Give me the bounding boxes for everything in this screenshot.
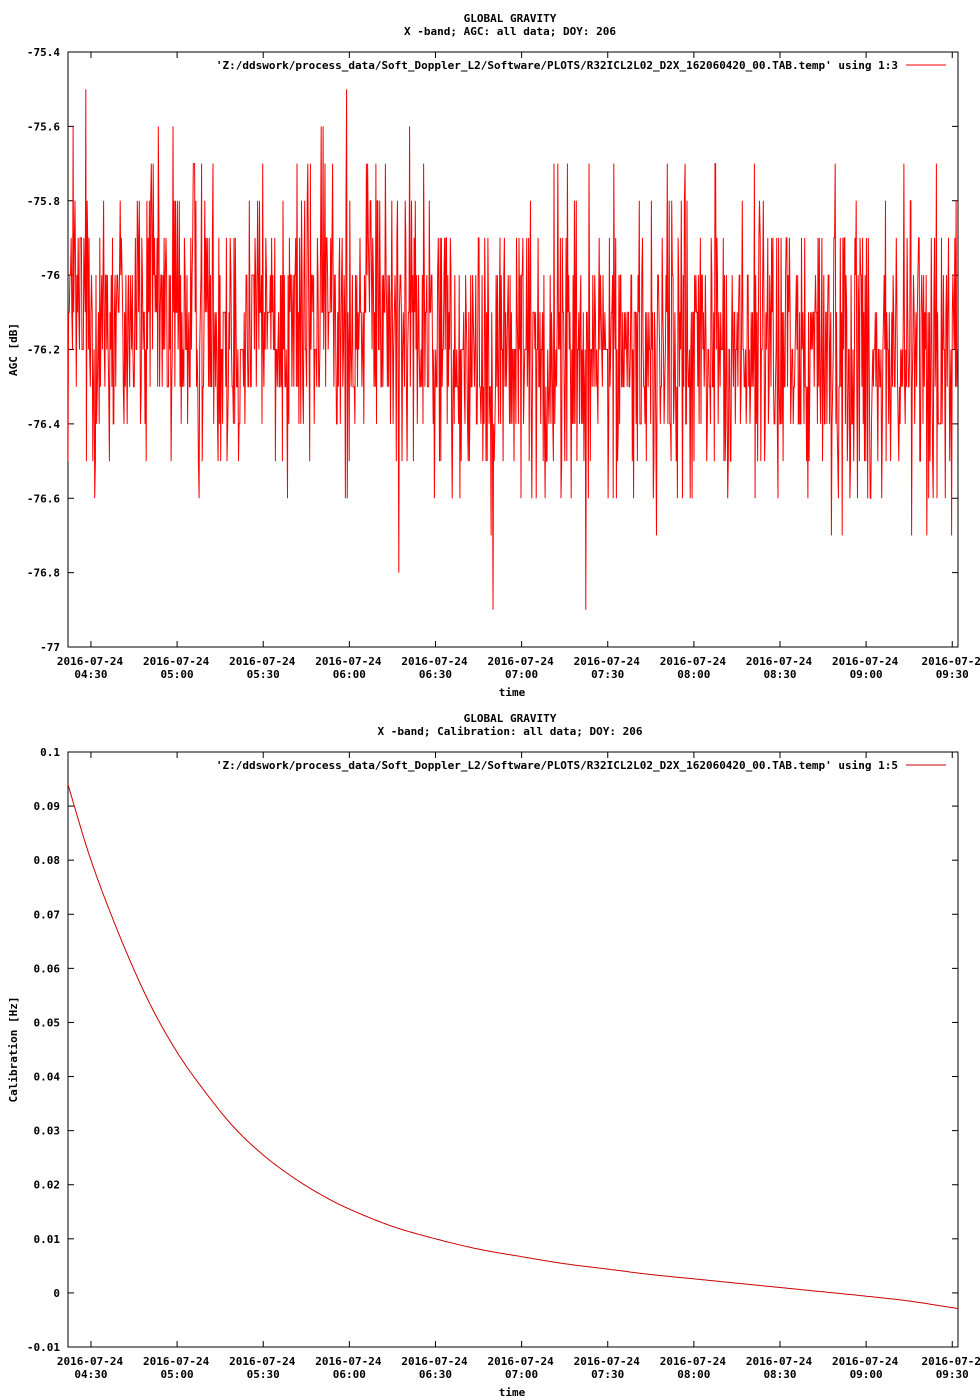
x-tick-time: 09:30 xyxy=(936,668,969,681)
plot-frame xyxy=(67,751,959,1348)
x-tick-date: 2016-07-24 xyxy=(401,1355,468,1368)
x-tick-time: 06:30 xyxy=(419,668,452,681)
y-tick-label: 0.07 xyxy=(34,908,61,921)
y-tick-label: -0.01 xyxy=(27,1341,60,1354)
x-tick-time: 07:30 xyxy=(591,668,624,681)
x-tick-time: 04:30 xyxy=(74,668,107,681)
x-tick-time: 09:30 xyxy=(936,1368,969,1381)
y-tick-label: 0.05 xyxy=(34,1016,61,1029)
y-tick-label: 0.01 xyxy=(34,1233,61,1246)
series-line xyxy=(68,784,958,1310)
x-tick-date: 2016-07-24 xyxy=(574,655,641,668)
x-tick-time: 05:30 xyxy=(247,668,280,681)
x-tick-date: 2016-07-24 xyxy=(57,655,124,668)
x-tick-date: 2016-07-24 xyxy=(746,655,813,668)
y-tick-label: 0.09 xyxy=(34,800,61,813)
x-tick-time: 07:00 xyxy=(505,668,538,681)
chart-title: GLOBAL GRAVITY xyxy=(464,712,557,725)
y-tick-label: -76 xyxy=(40,269,60,282)
x-tick-time: 09:00 xyxy=(850,1368,883,1381)
legend-label: 'Z:/ddswork/process_data/Soft_Doppler_L2… xyxy=(216,59,898,72)
chart-subtitle: X -band; Calibration: all data; DOY: 206 xyxy=(378,725,643,738)
x-tick-date: 2016-07-2 xyxy=(921,655,980,668)
y-tick-label: 0 xyxy=(53,1287,60,1300)
y-tick-label: 0.04 xyxy=(34,1071,61,1084)
y-axis-label: AGC [dB] xyxy=(7,323,20,376)
x-tick-date: 2016-07-24 xyxy=(660,655,727,668)
chart-subtitle: X -band; AGC: all data; DOY: 206 xyxy=(404,25,616,38)
y-tick-label: -75.8 xyxy=(27,195,60,208)
x-tick-date: 2016-07-24 xyxy=(487,1355,554,1368)
y-tick-label: -77 xyxy=(40,641,60,654)
y-tick-label: 0.06 xyxy=(34,962,61,975)
series-line xyxy=(68,89,958,610)
legend-label: 'Z:/ddswork/process_data/Soft_Doppler_L2… xyxy=(216,759,898,772)
x-tick-date: 2016-07-24 xyxy=(143,1355,210,1368)
x-tick-time: 08:30 xyxy=(763,1368,796,1381)
x-axis-label: time xyxy=(499,686,526,699)
x-tick-date: 2016-07-24 xyxy=(315,655,382,668)
x-tick-time: 09:00 xyxy=(850,668,883,681)
x-tick-date: 2016-07-24 xyxy=(832,1355,899,1368)
x-tick-time: 07:30 xyxy=(591,1368,624,1381)
y-tick-label: 0.02 xyxy=(34,1179,61,1192)
y-axis-label: Calibration [Hz] xyxy=(7,997,20,1103)
y-tick-label: -76.8 xyxy=(27,567,60,580)
chart-title: GLOBAL GRAVITY xyxy=(464,12,557,25)
x-tick-time: 08:00 xyxy=(677,668,710,681)
x-tick-time: 06:00 xyxy=(333,1368,366,1381)
x-tick-time: 06:00 xyxy=(333,668,366,681)
x-tick-time: 06:30 xyxy=(419,1368,452,1381)
x-tick-time: 05:30 xyxy=(247,1368,280,1381)
x-axis-label: time xyxy=(499,1386,526,1399)
y-tick-label: 0.1 xyxy=(40,746,60,759)
x-tick-date: 2016-07-24 xyxy=(229,655,296,668)
x-tick-date: 2016-07-24 xyxy=(574,1355,641,1368)
x-tick-date: 2016-07-24 xyxy=(660,1355,727,1368)
x-tick-date: 2016-07-24 xyxy=(57,1355,124,1368)
x-tick-time: 05:00 xyxy=(161,1368,194,1381)
x-tick-date: 2016-07-24 xyxy=(229,1355,296,1368)
x-tick-time: 05:00 xyxy=(161,668,194,681)
x-tick-date: 2016-07-24 xyxy=(315,1355,382,1368)
x-tick-date: 2016-07-24 xyxy=(401,655,468,668)
y-tick-label: -76.6 xyxy=(27,492,60,505)
y-tick-label: 0.03 xyxy=(34,1125,61,1138)
y-tick-label: -75.4 xyxy=(27,46,60,59)
y-tick-label: -75.6 xyxy=(27,120,60,133)
x-tick-date: 2016-07-24 xyxy=(746,1355,813,1368)
x-tick-time: 07:00 xyxy=(505,1368,538,1381)
x-tick-date: 2016-07-24 xyxy=(832,655,899,668)
x-tick-time: 04:30 xyxy=(74,1368,107,1381)
x-tick-date: 2016-07-24 xyxy=(487,655,554,668)
x-tick-time: 08:30 xyxy=(763,668,796,681)
x-tick-date: 2016-07-24 xyxy=(143,655,210,668)
x-tick-date: 2016-07-2 xyxy=(921,1355,980,1368)
y-tick-label: -76.4 xyxy=(27,418,60,431)
y-tick-label: 0.08 xyxy=(34,854,61,867)
x-tick-time: 08:00 xyxy=(677,1368,710,1381)
y-tick-label: -76.2 xyxy=(27,344,60,357)
